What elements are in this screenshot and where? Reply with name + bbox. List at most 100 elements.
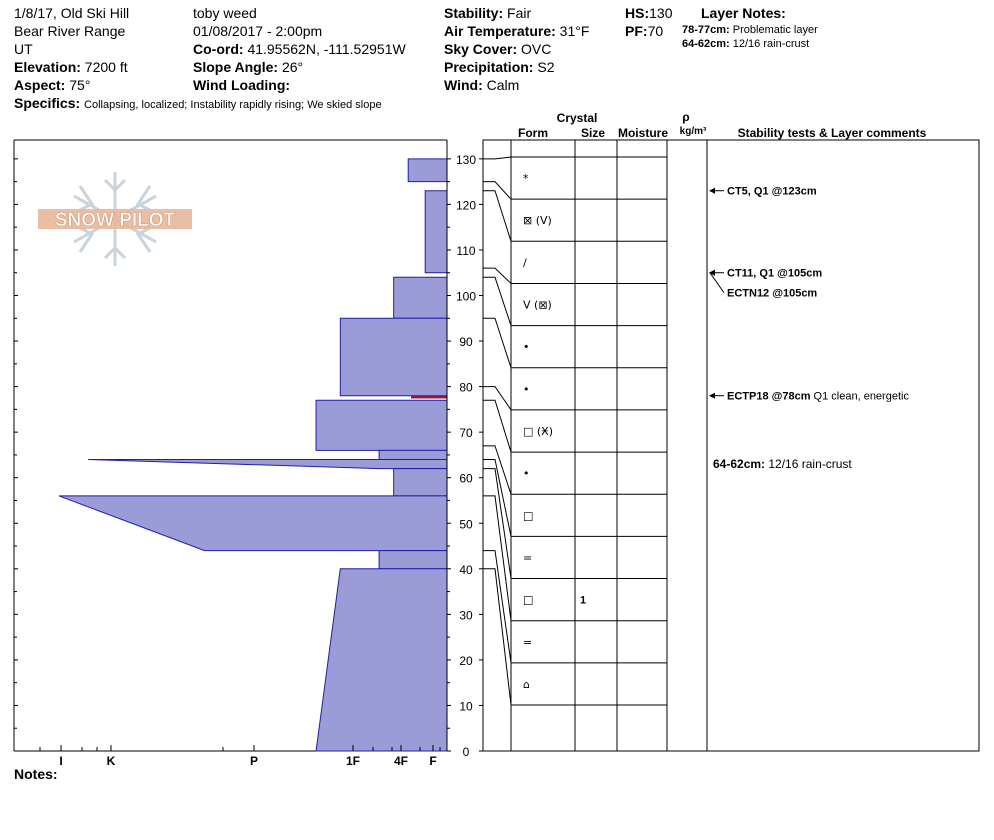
hardness-label-4F: 4F bbox=[394, 754, 408, 768]
precipitation: Precipitation: S2 bbox=[444, 58, 554, 76]
depth-label-90: 90 bbox=[459, 335, 473, 349]
hardness-layer-3 bbox=[339, 317, 448, 397]
snow-height: HS:130 bbox=[625, 4, 672, 22]
header-form: Form bbox=[518, 126, 548, 140]
slope-angle: Slope Angle: 26° bbox=[193, 58, 303, 76]
wind-value: Calm bbox=[486, 77, 520, 93]
precip-label: Precipitation: bbox=[444, 59, 534, 75]
layer-form-1: ⊠ (V) bbox=[523, 214, 552, 227]
layer-boundary-12 bbox=[483, 550, 667, 664]
layer-comment-0: 64-62cm: 12/16 rain-crust bbox=[713, 457, 852, 471]
layer-form-4: • bbox=[523, 341, 530, 354]
hardness-layer-4 bbox=[315, 399, 448, 451]
depth-label-40: 40 bbox=[459, 563, 473, 577]
depth-label-0: 0 bbox=[463, 745, 470, 759]
state-name: UT bbox=[14, 41, 33, 57]
layer-boundary-13 bbox=[483, 568, 667, 706]
hardness-layer-1 bbox=[424, 190, 448, 274]
specifics-label: Specifics: bbox=[14, 95, 81, 111]
coord-value: 41.95562N, -111.52951W bbox=[247, 41, 406, 57]
test-name-1: CT11, Q1 @105cm bbox=[727, 268, 822, 280]
depth-label-120: 120 bbox=[456, 198, 476, 212]
layer-form-9: = bbox=[523, 551, 532, 564]
layer-note-1: 78-77cm: Problematic layer bbox=[682, 23, 818, 37]
header-rho: ρ bbox=[682, 110, 689, 124]
notes-label: Notes: bbox=[14, 766, 58, 782]
depth-label-80: 80 bbox=[459, 381, 473, 395]
observation-datetime: 01/08/2017 - 2:00pm bbox=[193, 23, 323, 39]
hs-value: 130 bbox=[649, 5, 673, 21]
layer-boundary-1 bbox=[483, 181, 667, 200]
test-name-2: ECTN12 @105cm bbox=[727, 288, 817, 300]
coord-label: Co-ord: bbox=[193, 41, 244, 57]
elevation-value: 7200 ft bbox=[84, 59, 128, 75]
stability-label: Stability: bbox=[444, 5, 504, 21]
range-name: Bear River Range bbox=[14, 23, 126, 39]
hardness-label-I: I bbox=[59, 754, 62, 768]
pf-label: PF: bbox=[625, 23, 648, 39]
table-headers: Crystal Form Size Moisture ρ kg/m³ Stabi… bbox=[518, 110, 927, 140]
air-temp-value: 31°F bbox=[559, 23, 590, 39]
layer-form-10: □ bbox=[523, 594, 533, 607]
depth-axis: 0 10 20 30 40 50 60 70 80 90 100 110 120 130 bbox=[14, 153, 483, 759]
hs-label: HS: bbox=[625, 5, 650, 21]
header-density: kg/m³ bbox=[680, 126, 707, 137]
air-temp-label: Air Temperature: bbox=[444, 23, 556, 39]
layer-form-11: = bbox=[523, 636, 532, 649]
specifics-value: Collapsing, localized; Instability rapid… bbox=[84, 99, 382, 111]
layer-boundary-2 bbox=[483, 190, 667, 242]
header-comments: Stability tests & Layer comments bbox=[738, 126, 927, 140]
snowpilot-logo: SNOW PILOT bbox=[38, 172, 192, 266]
depth-label-110: 110 bbox=[456, 244, 475, 258]
layer-comment-key-0: 64-62cm: bbox=[713, 457, 765, 471]
site-title: 1/8/17, Old Ski Hill bbox=[14, 5, 130, 21]
hardness-layer-7 bbox=[393, 468, 448, 497]
stability: Stability: Fair bbox=[444, 4, 531, 22]
aspect: Aspect: 75° bbox=[14, 76, 90, 94]
layer-note-2-value: 12/16 rain-crust bbox=[732, 38, 810, 50]
hardness-axis: I K P 1F 4F F bbox=[39, 745, 441, 768]
layer-note-2: 64-62cm: 12/16 rain-crust bbox=[682, 37, 809, 51]
stability-value: Fair bbox=[507, 5, 532, 21]
layer-note-1-value: Problematic layer bbox=[732, 24, 818, 36]
layer-form-2: / bbox=[523, 256, 527, 269]
layer-notes-heading: Layer Notes: bbox=[701, 5, 786, 21]
hardness-label-F: F bbox=[429, 754, 436, 768]
air-temperature: Air Temperature: 31°F bbox=[444, 22, 589, 40]
wind-label: Wind: bbox=[444, 77, 483, 93]
hardness-label-P: P bbox=[250, 754, 258, 768]
coordinates: Co-ord: 41.95562N, -111.52951W bbox=[193, 40, 406, 58]
wind-loading: Wind Loading: bbox=[193, 76, 290, 94]
wind: Wind: Calm bbox=[444, 76, 519, 94]
layer-boundary-6 bbox=[483, 386, 667, 411]
depth-label-30: 30 bbox=[459, 608, 473, 622]
hardness-profile bbox=[58, 158, 448, 752]
stability-tests: CT5, Q1 @123cm CT11, Q1 @105cm ECTN12 @105… bbox=[709, 186, 909, 471]
test-text-2: ECTN12 @105cm bbox=[727, 288, 817, 300]
layer-comment-text-0: 12/16 rain-crust bbox=[765, 457, 852, 471]
hardness-label-K: K bbox=[107, 754, 116, 768]
slope-label: Slope Angle: bbox=[193, 59, 279, 75]
logo-text: SNOW PILOT bbox=[55, 210, 176, 231]
problematic-layer-mark bbox=[411, 395, 447, 399]
depth-label-10: 10 bbox=[459, 699, 473, 713]
layer-form-0: * bbox=[523, 172, 529, 185]
layer-boundary-5 bbox=[483, 317, 667, 369]
specifics: Specifics: Collapsing, localized; Instab… bbox=[14, 94, 382, 114]
aspect-label: Aspect: bbox=[14, 77, 66, 93]
hardness-layer-9 bbox=[378, 550, 448, 570]
hardness-layer-0 bbox=[407, 158, 448, 183]
layer-form-3: V (⊠) bbox=[523, 299, 552, 312]
layer-form-5: • bbox=[523, 383, 530, 396]
test-text-0: CT5, Q1 @123cm bbox=[727, 186, 817, 198]
hardness-layer-5 bbox=[378, 449, 448, 460]
header-moisture: Moisture bbox=[618, 126, 668, 140]
slope-value: 26° bbox=[281, 59, 304, 75]
test-name-3: ECTP18 @78cm bbox=[727, 391, 811, 403]
header-crystal: Crystal bbox=[557, 111, 598, 125]
layer-note-2-key: 64-62cm: bbox=[682, 38, 730, 50]
penetration-foot: PF:70 bbox=[625, 22, 663, 40]
test-text-3: ECTP18 @78cm Q1 clean, energetic bbox=[727, 391, 909, 403]
hardness-layer-2 bbox=[393, 276, 448, 319]
